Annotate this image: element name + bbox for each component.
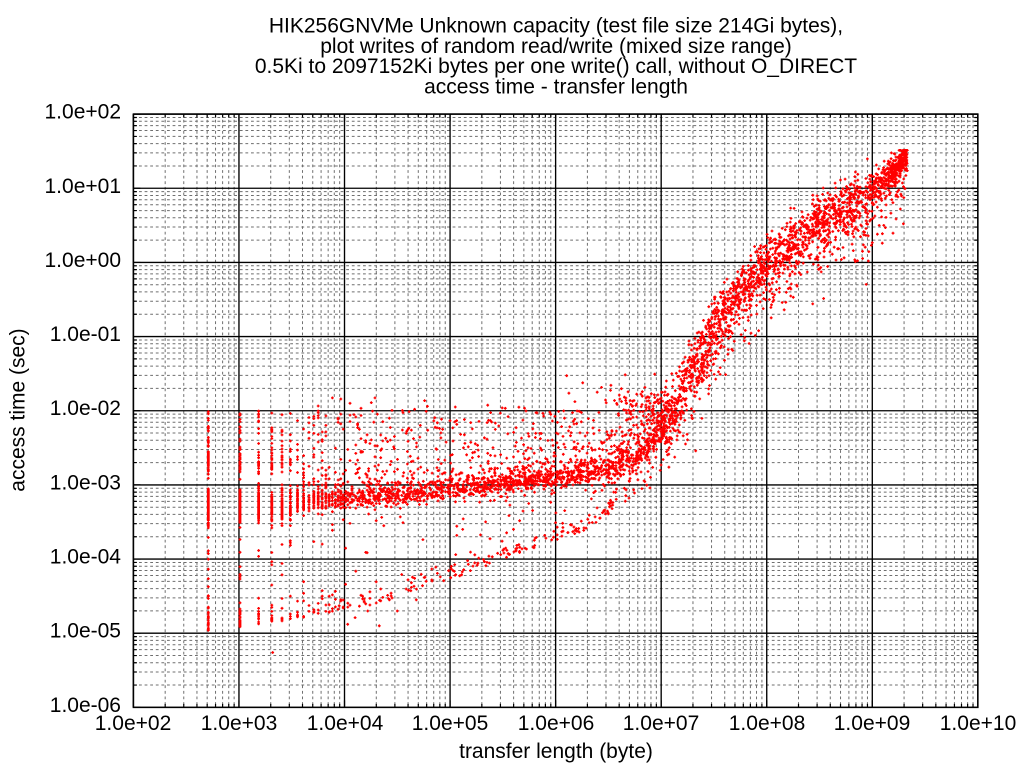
svg-text:access time - transfer length: access time - transfer length [424, 75, 688, 98]
svg-text:1.0e-05: 1.0e-05 [50, 620, 121, 643]
svg-text:1.0e+07: 1.0e+07 [623, 712, 700, 735]
svg-text:1.0e+02: 1.0e+02 [45, 101, 122, 124]
svg-text:1.0e-06: 1.0e-06 [50, 694, 121, 717]
svg-text:0.5Ki to 2097152Ki bytes per o: 0.5Ki to 2097152Ki bytes per one write()… [255, 55, 857, 78]
svg-text:HIK256GNVMe Unknown capacity (: HIK256GNVMe Unknown capacity (test file … [269, 15, 843, 38]
svg-text:1.0e+05: 1.0e+05 [412, 712, 489, 735]
svg-text:1.0e-03: 1.0e-03 [50, 471, 121, 494]
svg-text:1.0e+00: 1.0e+00 [45, 249, 122, 272]
svg-text:1.0e+08: 1.0e+08 [729, 712, 806, 735]
svg-text:1.0e-02: 1.0e-02 [50, 397, 121, 420]
svg-text:access time (sec): access time (sec) [7, 328, 30, 491]
svg-text:transfer length (byte): transfer length (byte) [459, 740, 653, 763]
svg-text:1.0e+06: 1.0e+06 [518, 712, 595, 735]
svg-text:1.0e+10: 1.0e+10 [940, 712, 1017, 735]
svg-text:1.0e+09: 1.0e+09 [834, 712, 911, 735]
svg-text:1.0e+04: 1.0e+04 [307, 712, 384, 735]
svg-text:1.0e-04: 1.0e-04 [50, 546, 122, 569]
svg-text:1.0e+02: 1.0e+02 [95, 712, 172, 735]
svg-text:plot writes of random read/wri: plot writes of random read/write (mixed … [320, 35, 792, 58]
svg-text:1.0e+03: 1.0e+03 [201, 712, 278, 735]
svg-text:1.0e+01: 1.0e+01 [45, 175, 122, 198]
svg-text:1.0e-01: 1.0e-01 [50, 323, 121, 346]
